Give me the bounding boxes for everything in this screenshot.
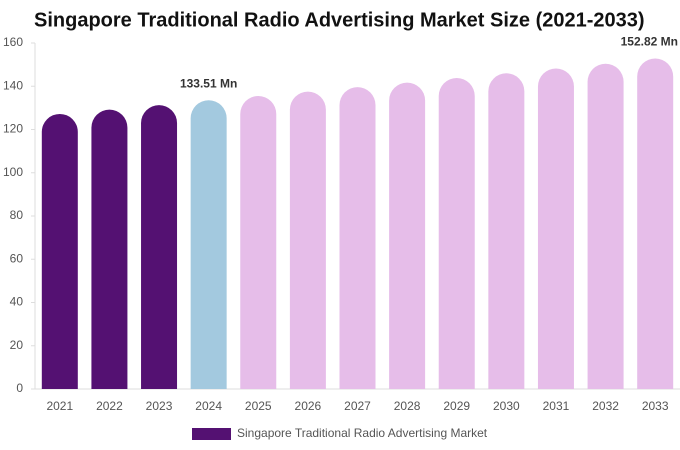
x-tick-label: 2031	[543, 399, 570, 413]
bar	[389, 82, 426, 389]
x-tick-label: 2023	[146, 399, 173, 413]
bar	[438, 78, 475, 389]
x-tick-label: 2030	[493, 399, 520, 413]
y-tick-label: 120	[3, 122, 23, 136]
bar	[240, 95, 277, 389]
x-tick-label: 2021	[46, 399, 73, 413]
bar	[289, 91, 326, 389]
y-tick-label: 60	[10, 251, 24, 265]
bar	[91, 109, 128, 389]
x-tick-label: 2027	[344, 399, 371, 413]
y-tick-label: 80	[10, 208, 24, 222]
bar	[587, 63, 624, 389]
x-tick-label: 2026	[295, 399, 322, 413]
value-label: 133.51 Mn	[180, 76, 237, 90]
bar	[339, 87, 376, 390]
legend-swatch	[192, 428, 231, 440]
x-tick-label: 2024	[195, 399, 222, 413]
bar	[41, 113, 78, 389]
value-label: 152.82 Mn	[621, 35, 678, 49]
y-tick-label: 20	[10, 338, 24, 352]
y-tick-label: 0	[16, 381, 23, 395]
y-tick-label: 40	[10, 295, 24, 309]
bar	[190, 100, 227, 390]
bar	[141, 105, 178, 390]
x-tick-label: 2025	[245, 399, 272, 413]
x-tick-label: 2028	[394, 399, 421, 413]
y-tick-label: 100	[3, 165, 23, 179]
bar	[637, 58, 674, 389]
x-tick-label: 2033	[642, 399, 669, 413]
bar	[488, 73, 525, 389]
y-tick-label: 160	[3, 35, 23, 49]
legend-label: Singapore Traditional Radio Advertising …	[237, 426, 488, 440]
x-tick-label: 2032	[592, 399, 619, 413]
x-tick-label: 2022	[96, 399, 123, 413]
chart-title: Singapore Traditional Radio Advertising …	[34, 9, 645, 31]
bar	[537, 68, 574, 389]
y-tick-label: 140	[3, 78, 23, 92]
x-tick-label: 2029	[443, 399, 470, 413]
